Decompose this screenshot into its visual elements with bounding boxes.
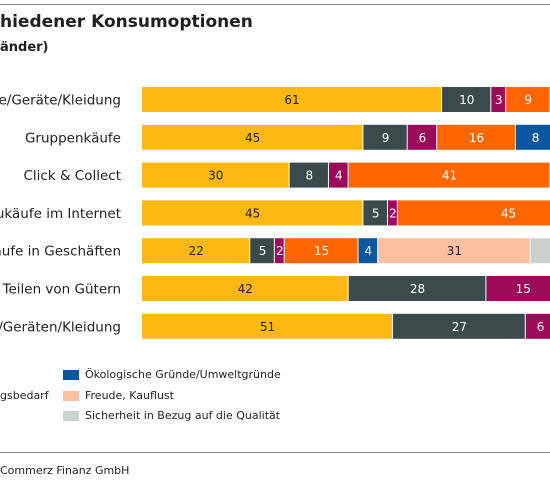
data-label: 9 (382, 131, 390, 145)
category-label: ukäufe im Internet (0, 206, 121, 222)
legend-swatch (63, 370, 79, 380)
category-label: e/Geräte/Kleidung (0, 93, 121, 109)
category-label: Teilen von Gütern (2, 282, 122, 298)
bar-segment (328, 162, 348, 188)
data-label: 5 (259, 244, 267, 258)
bar-segment (442, 87, 491, 112)
bottom-rule (0, 452, 550, 453)
data-label: 2 (276, 244, 284, 258)
bar-segment (515, 124, 550, 150)
bar-segment (363, 124, 407, 150)
category-label: Click & Collect (24, 168, 122, 184)
bar-segment (284, 238, 358, 264)
bar-segment (250, 238, 274, 264)
chart-title: hiedener Konsumoptionen (0, 12, 253, 32)
bar-segment (407, 124, 437, 150)
bar-segment (142, 162, 289, 188)
bar-segment (348, 276, 486, 301)
chart-subtitle: änder) (0, 40, 49, 55)
data-label: 6 (537, 320, 545, 334)
data-label: 45 (501, 206, 516, 220)
bar-segment (142, 200, 363, 226)
data-label: 6 (419, 131, 427, 145)
data-label: 4 (335, 169, 343, 183)
data-label: 9 (524, 93, 532, 107)
bar-segment (142, 313, 392, 339)
data-label: 15 (314, 244, 329, 258)
data-label: 3 (495, 93, 503, 107)
data-label: 8 (532, 131, 540, 145)
data-label: 10 (459, 93, 474, 107)
bar-segment (397, 200, 550, 226)
bar-segment (142, 238, 250, 264)
data-label: 5 (372, 206, 380, 220)
bar-segment (142, 276, 348, 301)
top-rule (0, 4, 550, 5)
data-label: 45 (245, 206, 260, 220)
legend-fragment-label: gsbedarf (0, 389, 49, 402)
data-label: 42 (238, 282, 253, 296)
legend-label: Ökologische Gründe/Umweltgründe (85, 368, 281, 381)
bar-segment (525, 313, 550, 339)
legend-label: Freude, Kauflust (85, 389, 174, 402)
bar-segment (142, 124, 363, 150)
bar-segment (437, 124, 515, 150)
bar-segment (348, 162, 550, 188)
bar-segment (378, 238, 530, 264)
data-label: 28 (410, 282, 425, 296)
data-label: 8 (305, 169, 313, 183)
legend-fragment: gsbedarf (0, 389, 49, 403)
source-note: Commerz Finanz GmbH (0, 464, 130, 477)
bar-segment (392, 313, 525, 339)
data-label: 16 (469, 131, 484, 145)
bar-segment (358, 238, 378, 264)
bar-segment (142, 87, 442, 112)
data-label: 2 (389, 206, 397, 220)
bar-segment (530, 238, 550, 264)
bar-segment (506, 87, 550, 112)
data-label: 4 (364, 244, 372, 258)
bar-segment (363, 200, 387, 226)
legend-label: Sicherheit in Bezug auf die Qualität (85, 409, 281, 422)
data-label: 45 (245, 131, 260, 145)
category-label: Gruppenkäufe (25, 130, 121, 146)
category-label: /Geräten/Kleidung (0, 319, 121, 335)
data-label: 51 (260, 320, 275, 334)
data-label: 30 (208, 169, 223, 183)
bar-segment (486, 276, 550, 301)
data-label: 61 (284, 93, 299, 107)
legend-swatch (63, 391, 79, 401)
bar-segment (289, 162, 328, 188)
data-label: 27 (452, 320, 467, 334)
category-label: äufe in Geschäften (0, 244, 121, 260)
data-label: 15 (516, 282, 531, 296)
bar-segment (274, 238, 284, 264)
data-label: 31 (447, 244, 462, 258)
bar-segment (388, 200, 397, 226)
bar-segment (491, 87, 506, 112)
data-label: 41 (442, 169, 457, 183)
data-label: 22 (188, 244, 203, 258)
legend-swatch (63, 411, 79, 421)
